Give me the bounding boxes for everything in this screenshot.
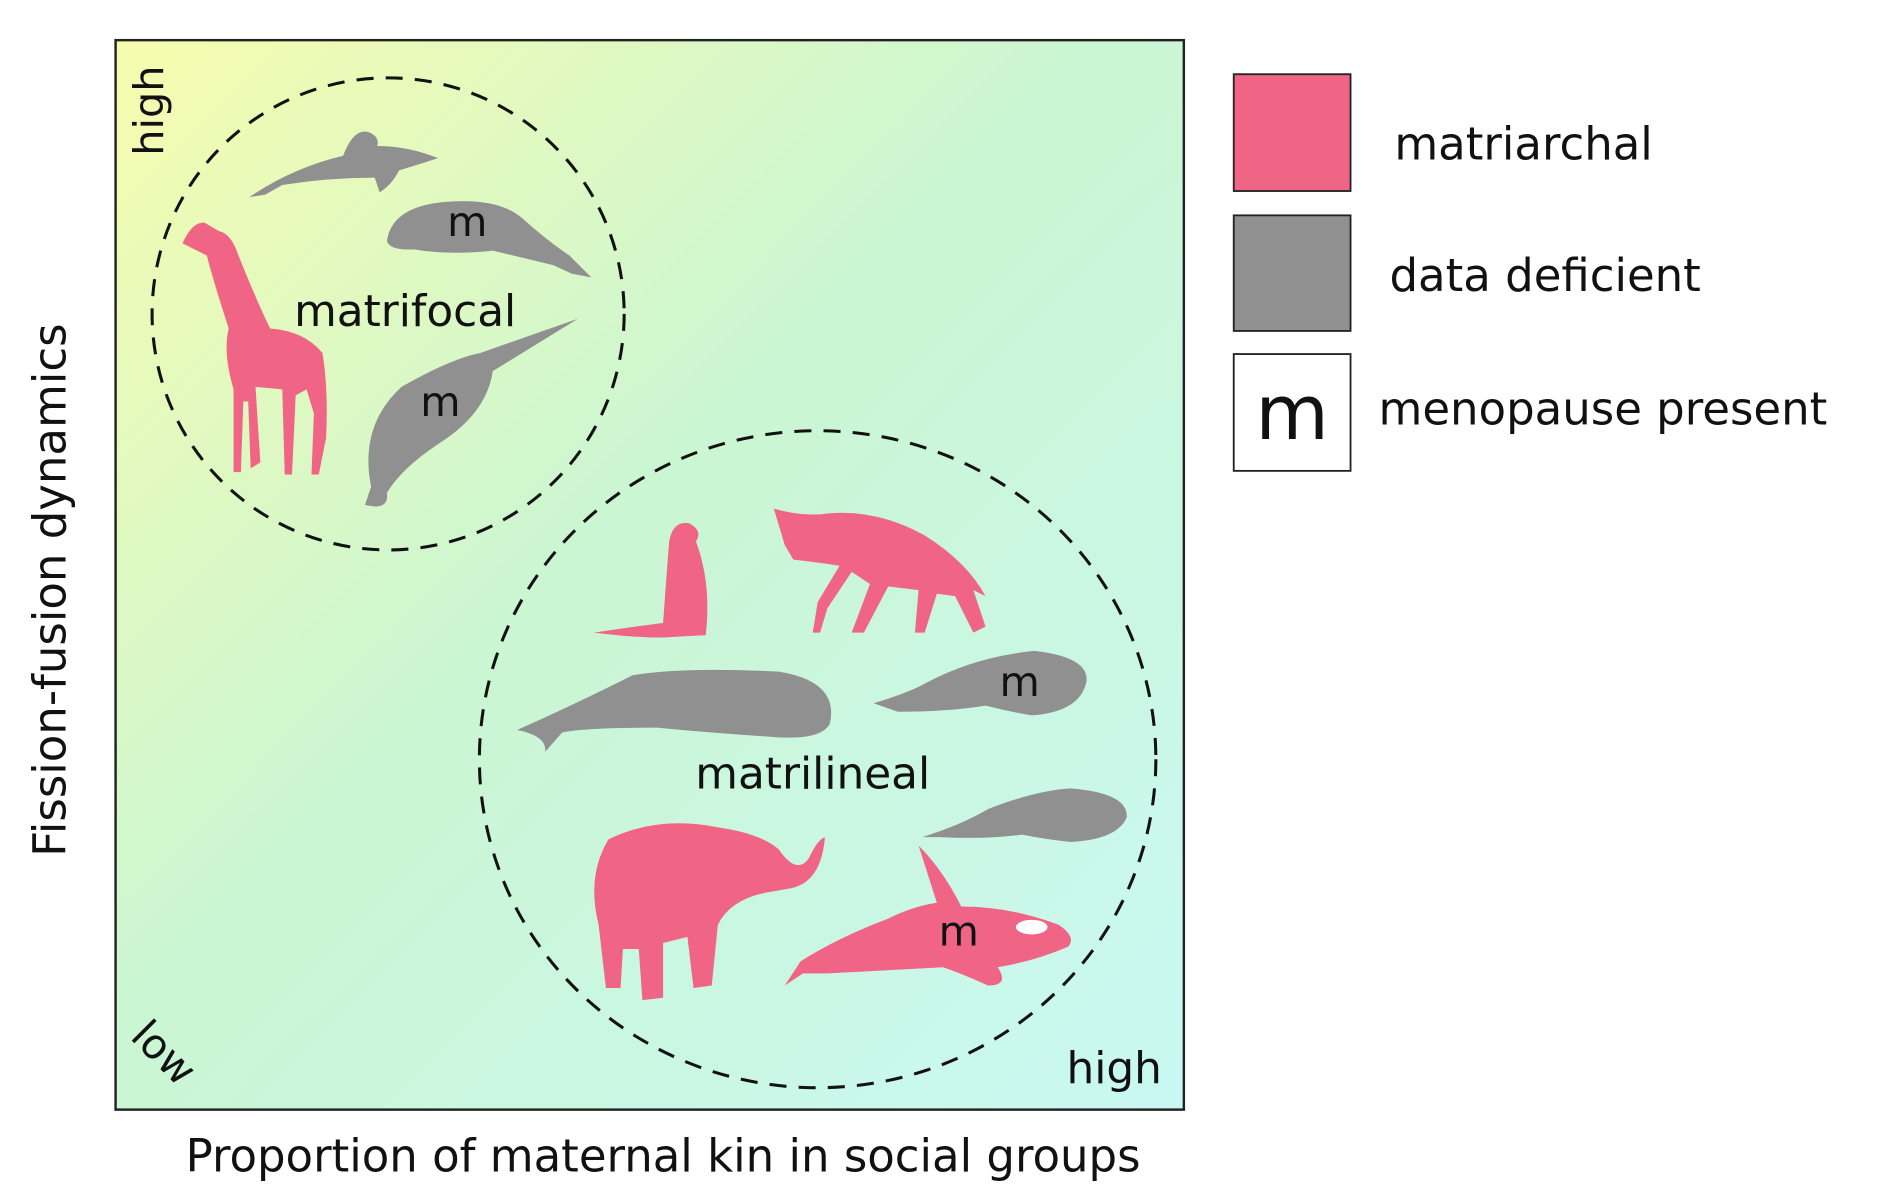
pilot-whale bbox=[922, 788, 1127, 842]
y-high-label: high bbox=[125, 66, 173, 156]
menopause-mark: m bbox=[420, 378, 460, 426]
group-label: matrifocal bbox=[294, 286, 516, 337]
dolphin bbox=[249, 131, 439, 198]
orca bbox=[784, 845, 1071, 986]
menopause-mark: m bbox=[999, 658, 1039, 706]
meerkat bbox=[593, 522, 708, 638]
legend-symbol: m bbox=[1255, 369, 1328, 457]
legend-swatch bbox=[1232, 214, 1352, 332]
giraffe bbox=[182, 222, 327, 475]
sperm-whale bbox=[517, 669, 832, 752]
beaked-whale bbox=[386, 201, 592, 278]
menopause-mark: m bbox=[939, 907, 979, 955]
legend-swatch bbox=[1232, 73, 1352, 192]
menopause-mark: m bbox=[447, 198, 487, 246]
hyena bbox=[773, 508, 986, 633]
legend-label: matriarchal bbox=[1394, 117, 1653, 170]
toothed-whale bbox=[873, 650, 1087, 716]
legend-swatch bbox=[1232, 353, 1352, 472]
x-axis-label: Proportion of maternal kin in social gro… bbox=[186, 1130, 1141, 1183]
data-deficient-animals bbox=[249, 131, 1127, 842]
orca-eye-patch bbox=[1015, 919, 1048, 935]
legend-label: menopause present bbox=[1379, 383, 1828, 436]
x-high-label: high bbox=[1066, 1043, 1162, 1094]
elephant bbox=[594, 823, 825, 1001]
group-circle bbox=[477, 429, 1158, 1090]
matriarchal-animals bbox=[182, 222, 1071, 1001]
group-circle bbox=[150, 76, 626, 552]
legend-label: data deficient bbox=[1389, 249, 1700, 302]
narwhal bbox=[365, 318, 578, 507]
group-label: matrilineal bbox=[695, 748, 930, 799]
y-axis-label: Fission-fusion dynamics bbox=[24, 323, 77, 856]
